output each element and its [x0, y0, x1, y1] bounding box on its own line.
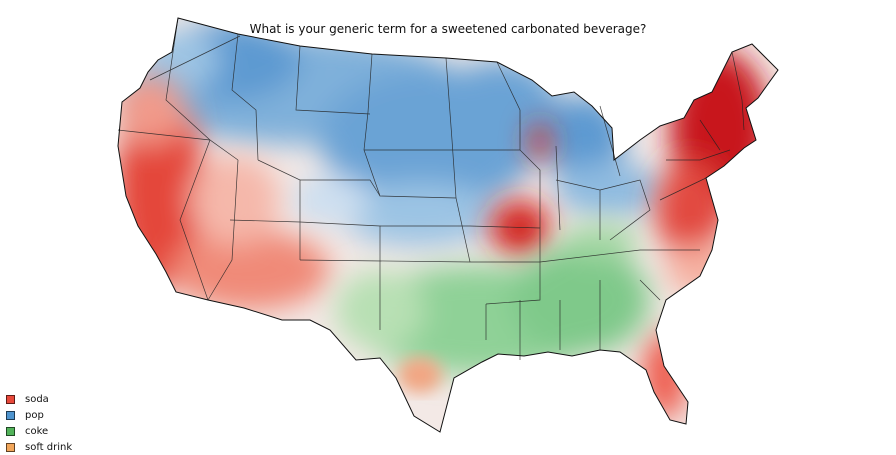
legend-swatch-pop [6, 410, 15, 420]
legend: soda pop coke soft drink [6, 391, 72, 455]
legend-label-soda: soda [25, 393, 49, 405]
legend-label-coke: coke [25, 425, 49, 437]
legend-swatch-coke [6, 426, 15, 436]
legend-item-soda: soda [6, 391, 72, 407]
legend-item-pop: pop [6, 407, 72, 423]
us-outline [117, 17, 779, 433]
state-borders [117, 17, 745, 360]
legend-swatch-soft-drink [6, 442, 15, 452]
heatmap-fill [118, 18, 778, 432]
legend-label-soft-drink: soft drink [25, 441, 73, 453]
legend-label-pop: pop [25, 409, 44, 421]
legend-item-coke: coke [6, 423, 72, 439]
legend-swatch-soda [6, 394, 15, 404]
map-title: What is your generic term for a sweetene… [249, 22, 647, 36]
legend-item-soft-drink: soft drink [6, 439, 72, 455]
